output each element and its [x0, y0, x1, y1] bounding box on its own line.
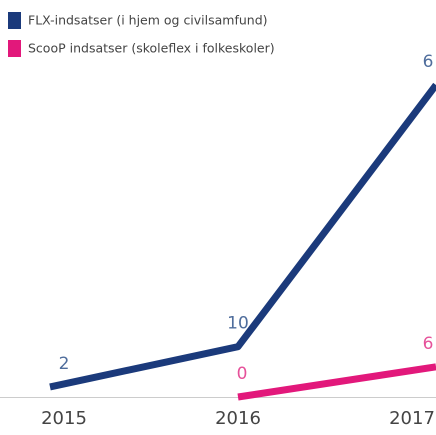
value-label: 6: [423, 334, 434, 354]
x-tick-label: 2016: [215, 408, 261, 429]
x-tick-label: 2017: [389, 408, 435, 429]
value-label: 2: [59, 354, 70, 374]
x-tick-label: 2015: [41, 408, 87, 429]
series-line: [49, 82, 436, 391]
series-line: [237, 363, 436, 401]
legend-swatch: [8, 40, 21, 57]
value-label: 6: [423, 52, 434, 72]
legend-label: ScooP indsatser (skoleflex i folkeskoler…: [28, 41, 275, 56]
value-label: 0: [237, 364, 248, 384]
legend-swatch: [8, 12, 21, 29]
legend-label: FLX-indsatser (i hjem og civilsamfund): [28, 13, 268, 28]
value-label: 10: [227, 314, 249, 334]
